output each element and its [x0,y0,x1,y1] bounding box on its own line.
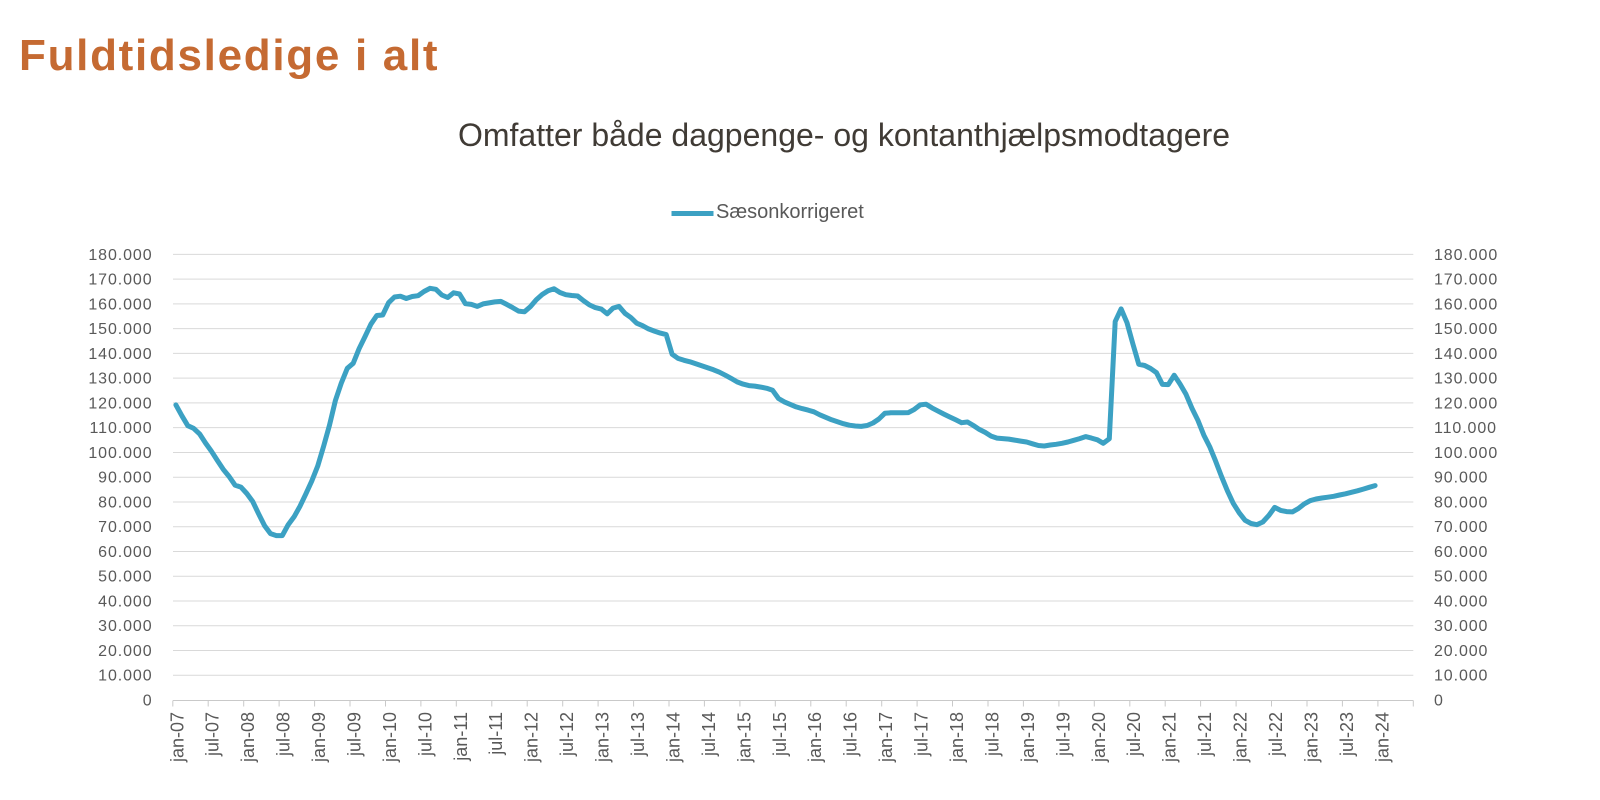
svg-text:130.000: 130.000 [88,371,152,388]
svg-text:90.000: 90.000 [98,470,152,487]
svg-text:jan-07: jan-07 [167,712,187,763]
svg-text:jul-23: jul-23 [1337,712,1357,757]
svg-text:jan-14: jan-14 [664,712,684,763]
svg-text:jul-14: jul-14 [699,712,719,757]
svg-text:0: 0 [1434,693,1444,710]
svg-text:jan-21: jan-21 [1160,712,1180,763]
svg-text:20.000: 20.000 [1434,643,1488,660]
svg-text:jan-24: jan-24 [1372,712,1392,763]
svg-text:jan-16: jan-16 [805,712,825,763]
svg-text:jul-19: jul-19 [1053,712,1073,757]
svg-text:70.000: 70.000 [1434,519,1488,536]
svg-text:Omfatter både dagpenge- og kon: Omfatter både dagpenge- og kontanthjælps… [458,117,1230,153]
svg-text:jul-10: jul-10 [415,712,435,757]
svg-text:60.000: 60.000 [98,544,152,561]
svg-text:30.000: 30.000 [1434,618,1488,635]
svg-text:jan-17: jan-17 [876,712,896,763]
svg-text:100.000: 100.000 [88,445,152,462]
svg-text:jul-11: jul-11 [486,712,506,756]
svg-text:jan-08: jan-08 [238,712,258,763]
svg-text:90.000: 90.000 [1434,470,1488,487]
svg-text:jan-09: jan-09 [309,712,329,763]
svg-text:170.000: 170.000 [1434,272,1498,289]
svg-text:jul-08: jul-08 [274,712,294,757]
svg-text:jan-15: jan-15 [734,712,754,763]
svg-text:jul-12: jul-12 [557,712,577,757]
svg-text:jan-10: jan-10 [380,712,400,763]
svg-text:60.000: 60.000 [1434,544,1488,561]
svg-text:jul-16: jul-16 [841,712,861,757]
svg-text:jan-19: jan-19 [1018,712,1038,763]
svg-text:jan-22: jan-22 [1231,712,1251,763]
svg-text:jan-11: jan-11 [451,712,471,762]
svg-text:jul-20: jul-20 [1124,712,1144,757]
svg-text:jan-20: jan-20 [1089,712,1109,763]
svg-text:40.000: 40.000 [1434,594,1488,611]
svg-text:50.000: 50.000 [98,569,152,586]
svg-text:40.000: 40.000 [98,594,152,611]
svg-text:jul-18: jul-18 [982,712,1002,757]
svg-text:jan-18: jan-18 [947,712,967,763]
svg-text:150.000: 150.000 [1434,321,1498,338]
svg-text:jul-09: jul-09 [345,712,365,757]
svg-text:20.000: 20.000 [98,643,152,660]
svg-text:100.000: 100.000 [1434,445,1498,462]
svg-text:110.000: 110.000 [1434,420,1497,437]
svg-text:jan-23: jan-23 [1301,712,1321,763]
svg-text:jan-12: jan-12 [522,712,542,763]
svg-text:140.000: 140.000 [88,346,152,363]
svg-text:80.000: 80.000 [98,495,152,512]
svg-text:140.000: 140.000 [1434,346,1498,363]
svg-text:jul-13: jul-13 [628,712,648,757]
svg-text:120.000: 120.000 [88,395,152,412]
svg-text:Fuldtidsledige i alt: Fuldtidsledige i alt [19,31,439,80]
svg-text:jul-07: jul-07 [203,712,223,757]
svg-text:160.000: 160.000 [1434,296,1498,313]
svg-text:0: 0 [143,693,153,710]
svg-text:30.000: 30.000 [98,618,152,635]
svg-text:180.000: 180.000 [88,247,152,264]
svg-text:180.000: 180.000 [1434,247,1498,264]
svg-text:jul-17: jul-17 [912,712,932,757]
svg-text:160.000: 160.000 [88,296,152,313]
svg-text:170.000: 170.000 [88,272,152,289]
svg-text:jul-21: jul-21 [1195,712,1215,757]
svg-text:70.000: 70.000 [98,519,152,536]
svg-text:150.000: 150.000 [88,321,152,338]
svg-text:80.000: 80.000 [1434,495,1488,512]
svg-text:10.000: 10.000 [1434,668,1488,685]
svg-text:Sæsonkorrigeret: Sæsonkorrigeret [716,201,864,223]
svg-text:jul-15: jul-15 [770,712,790,757]
svg-text:110.000: 110.000 [90,420,153,437]
svg-text:120.000: 120.000 [1434,395,1498,412]
svg-text:130.000: 130.000 [1434,371,1498,388]
svg-text:jan-13: jan-13 [593,712,613,763]
svg-text:10.000: 10.000 [98,668,152,685]
svg-text:jul-22: jul-22 [1266,712,1286,757]
svg-text:50.000: 50.000 [1434,569,1488,586]
